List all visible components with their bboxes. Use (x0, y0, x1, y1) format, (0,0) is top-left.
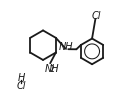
Text: Cl: Cl (16, 81, 26, 91)
Text: NH: NH (45, 64, 60, 74)
Text: 2: 2 (50, 65, 55, 74)
Text: Cl: Cl (92, 11, 101, 21)
Text: H: H (17, 73, 25, 83)
Text: NH: NH (59, 42, 73, 52)
